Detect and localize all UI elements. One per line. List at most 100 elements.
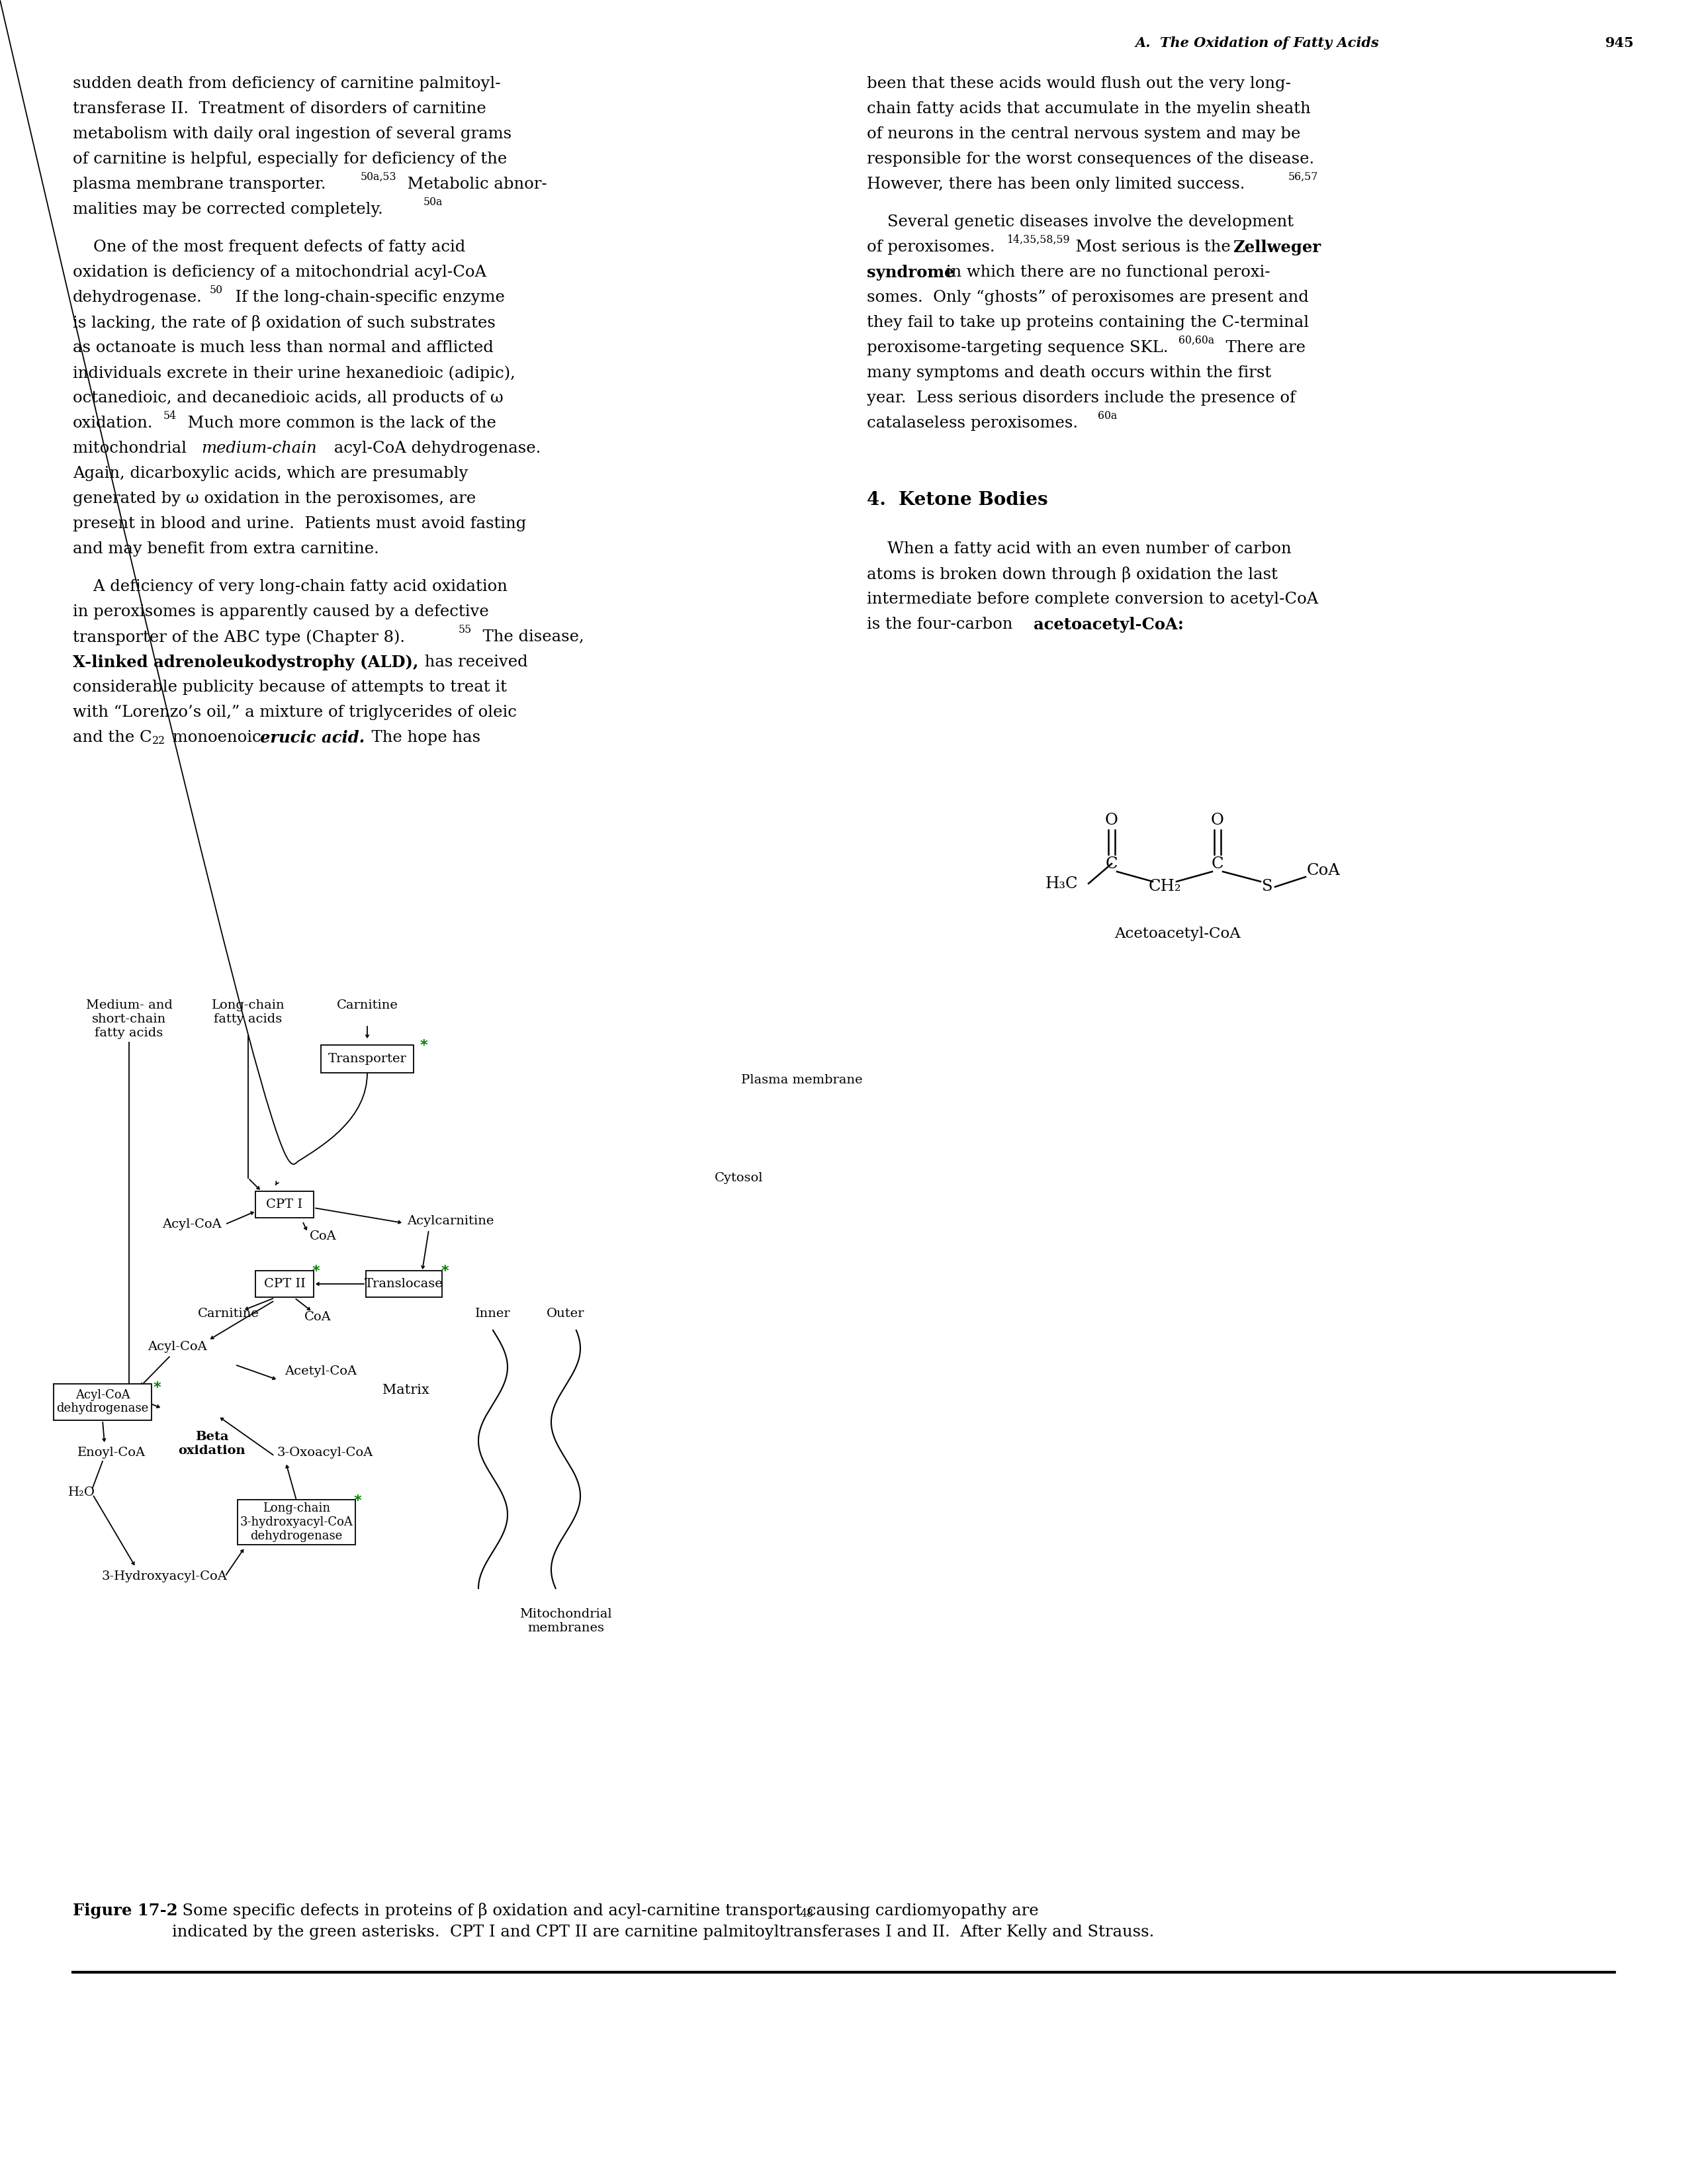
Text: Metabolic abnor-: Metabolic abnor- bbox=[397, 177, 547, 192]
Text: O: O bbox=[1106, 812, 1117, 828]
Text: 48: 48 bbox=[800, 1909, 814, 1920]
Text: Enoyl-CoA: Enoyl-CoA bbox=[78, 1446, 145, 1459]
Text: X-linked adrenoleukodystrophy (ALD),: X-linked adrenoleukodystrophy (ALD), bbox=[73, 655, 419, 670]
Text: catalaseless peroxisomes.: catalaseless peroxisomes. bbox=[868, 415, 1079, 430]
Text: syndrome: syndrome bbox=[868, 264, 954, 280]
Text: 55: 55 bbox=[459, 625, 473, 636]
Text: intermediate before complete conversion to acetyl-CoA: intermediate before complete conversion … bbox=[868, 592, 1318, 607]
Text: 14,35,58,59: 14,35,58,59 bbox=[1006, 234, 1070, 245]
Text: Plasma membrane: Plasma membrane bbox=[741, 1075, 863, 1085]
Text: S: S bbox=[1261, 880, 1273, 895]
Text: metabolism with daily oral ingestion of several grams: metabolism with daily oral ingestion of … bbox=[73, 127, 511, 142]
FancyBboxPatch shape bbox=[238, 1500, 356, 1544]
Text: 56,57: 56,57 bbox=[1288, 170, 1318, 183]
Text: H₂O: H₂O bbox=[68, 1487, 95, 1498]
Text: Acetyl-CoA: Acetyl-CoA bbox=[285, 1365, 356, 1378]
Text: Carnitine: Carnitine bbox=[197, 1308, 258, 1319]
Text: *: * bbox=[312, 1265, 319, 1278]
Text: H₃C: H₃C bbox=[1045, 876, 1079, 891]
Text: 22: 22 bbox=[152, 736, 165, 747]
Text: Most serious is the: Most serious is the bbox=[1065, 240, 1236, 256]
Text: Acyl-CoA: Acyl-CoA bbox=[147, 1341, 208, 1352]
Text: in peroxisomes is apparently caused by a defective: in peroxisomes is apparently caused by a… bbox=[73, 605, 490, 620]
Text: O: O bbox=[1210, 812, 1224, 828]
Text: Carnitine: Carnitine bbox=[336, 1000, 398, 1011]
Text: been that these acids would flush out the very long-: been that these acids would flush out th… bbox=[868, 76, 1291, 92]
Text: *: * bbox=[420, 1040, 427, 1053]
Text: and the C: and the C bbox=[73, 729, 152, 745]
Text: Some specific defects in proteins of β oxidation and acyl-carnitine transport ca: Some specific defects in proteins of β o… bbox=[172, 1902, 1155, 1939]
Text: malities may be corrected completely.: malities may be corrected completely. bbox=[73, 201, 383, 216]
Text: The hope has: The hope has bbox=[361, 729, 481, 745]
Text: *: * bbox=[154, 1380, 160, 1393]
Text: CPT I: CPT I bbox=[267, 1199, 302, 1210]
Text: peroxisome-targeting sequence SKL.: peroxisome-targeting sequence SKL. bbox=[868, 341, 1168, 356]
Text: in which there are no functional peroxi-: in which there are no functional peroxi- bbox=[940, 264, 1269, 280]
Text: individuals excrete in their urine hexanedioic (adipic),: individuals excrete in their urine hexan… bbox=[73, 365, 515, 380]
Text: Outer: Outer bbox=[547, 1308, 584, 1319]
Text: Translocase: Translocase bbox=[365, 1278, 442, 1291]
Text: Inner: Inner bbox=[476, 1308, 511, 1319]
Text: Mitochondrial
membranes: Mitochondrial membranes bbox=[520, 1607, 613, 1634]
Text: If the long-chain-specific enzyme: If the long-chain-specific enzyme bbox=[225, 290, 505, 306]
Text: When a fatty acid with an even number of carbon: When a fatty acid with an even number of… bbox=[868, 542, 1291, 557]
Text: 3-Oxoacyl-CoA: 3-Oxoacyl-CoA bbox=[277, 1446, 373, 1459]
Text: oxidation.: oxidation. bbox=[73, 415, 154, 430]
Text: of neurons in the central nervous system and may be: of neurons in the central nervous system… bbox=[868, 127, 1300, 142]
Text: C: C bbox=[1212, 856, 1224, 871]
Text: However, there has been only limited success.: However, there has been only limited suc… bbox=[868, 177, 1246, 192]
Text: they fail to take up proteins containing the C-terminal: they fail to take up proteins containing… bbox=[868, 314, 1308, 330]
Text: 3-Hydroxyacyl-CoA: 3-Hydroxyacyl-CoA bbox=[101, 1570, 226, 1583]
Text: 945: 945 bbox=[1605, 37, 1634, 50]
Text: of peroxisomes.: of peroxisomes. bbox=[868, 240, 994, 256]
FancyBboxPatch shape bbox=[255, 1271, 314, 1297]
Text: Again, dicarboxylic acids, which are presumably: Again, dicarboxylic acids, which are pre… bbox=[73, 465, 468, 480]
Text: Acyl-CoA: Acyl-CoA bbox=[162, 1219, 221, 1230]
Text: A.  The Oxidation of Fatty Acids: A. The Oxidation of Fatty Acids bbox=[1136, 37, 1379, 50]
Text: is the four-carbon: is the four-carbon bbox=[868, 616, 1018, 631]
FancyBboxPatch shape bbox=[321, 1044, 414, 1072]
Text: many symptoms and death occurs within the first: many symptoms and death occurs within th… bbox=[868, 365, 1271, 380]
Text: CoA: CoA bbox=[1307, 863, 1340, 878]
Text: transporter of the ABC type (Chapter 8).: transporter of the ABC type (Chapter 8). bbox=[73, 629, 405, 644]
Text: is lacking, the rate of β oxidation of such substrates: is lacking, the rate of β oxidation of s… bbox=[73, 314, 496, 332]
Text: One of the most frequent defects of fatty acid: One of the most frequent defects of fatt… bbox=[73, 240, 466, 256]
Text: year.  Less serious disorders include the presence of: year. Less serious disorders include the… bbox=[868, 391, 1295, 406]
Text: and may benefit from extra carnitine.: and may benefit from extra carnitine. bbox=[73, 542, 380, 557]
Text: acyl-CoA dehydrogenase.: acyl-CoA dehydrogenase. bbox=[329, 441, 540, 456]
Text: mitochondrial: mitochondrial bbox=[73, 441, 192, 456]
Text: has received: has received bbox=[420, 655, 528, 670]
Text: The disease,: The disease, bbox=[473, 629, 584, 644]
Text: of carnitine is helpful, especially for deficiency of the: of carnitine is helpful, especially for … bbox=[73, 151, 506, 166]
Text: chain fatty acids that accumulate in the myelin sheath: chain fatty acids that accumulate in the… bbox=[868, 100, 1310, 116]
Text: CoA: CoA bbox=[309, 1230, 336, 1243]
Text: plasma membrane transporter.: plasma membrane transporter. bbox=[73, 177, 326, 192]
Text: sudden death from deficiency of carnitine palmitoyl-: sudden death from deficiency of carnitin… bbox=[73, 76, 501, 92]
Text: CH₂: CH₂ bbox=[1148, 880, 1182, 895]
Text: erucic acid.: erucic acid. bbox=[260, 729, 365, 747]
Text: CPT II: CPT II bbox=[263, 1278, 306, 1291]
Text: transferase II.  Treatment of disorders of carnitine: transferase II. Treatment of disorders o… bbox=[73, 100, 486, 116]
Text: as octanoate is much less than normal and afflicted: as octanoate is much less than normal an… bbox=[73, 341, 493, 356]
Text: with “Lorenzo’s oil,” a mixture of triglycerides of oleic: with “Lorenzo’s oil,” a mixture of trigl… bbox=[73, 705, 517, 721]
Text: 50a: 50a bbox=[424, 197, 442, 207]
Text: Cytosol: Cytosol bbox=[714, 1173, 763, 1184]
FancyBboxPatch shape bbox=[255, 1190, 314, 1219]
Text: Zellweger: Zellweger bbox=[1232, 240, 1320, 256]
FancyBboxPatch shape bbox=[366, 1271, 442, 1297]
Text: A deficiency of very long-chain fatty acid oxidation: A deficiency of very long-chain fatty ac… bbox=[73, 579, 508, 594]
Text: present in blood and urine.  Patients must avoid fasting: present in blood and urine. Patients mus… bbox=[73, 515, 527, 531]
Text: 4.  Ketone Bodies: 4. Ketone Bodies bbox=[868, 491, 1048, 509]
Text: acetoacetyl-CoA:: acetoacetyl-CoA: bbox=[1033, 616, 1183, 633]
Text: 50: 50 bbox=[209, 284, 223, 295]
Text: atoms is broken down through β oxidation the last: atoms is broken down through β oxidation… bbox=[868, 566, 1278, 583]
Text: responsible for the worst consequences of the disease.: responsible for the worst consequences o… bbox=[868, 151, 1315, 166]
Text: monoenoic: monoenoic bbox=[167, 729, 267, 745]
Text: 60,60a: 60,60a bbox=[1178, 334, 1214, 345]
Text: Much more common is the lack of the: Much more common is the lack of the bbox=[177, 415, 496, 430]
Text: Acylcarnitine: Acylcarnitine bbox=[407, 1214, 495, 1227]
Text: C: C bbox=[1106, 856, 1117, 871]
Text: Acyl-CoA
dehydrogenase: Acyl-CoA dehydrogenase bbox=[56, 1389, 149, 1415]
Text: Transporter: Transporter bbox=[327, 1053, 407, 1066]
Text: Beta
oxidation: Beta oxidation bbox=[179, 1431, 245, 1457]
